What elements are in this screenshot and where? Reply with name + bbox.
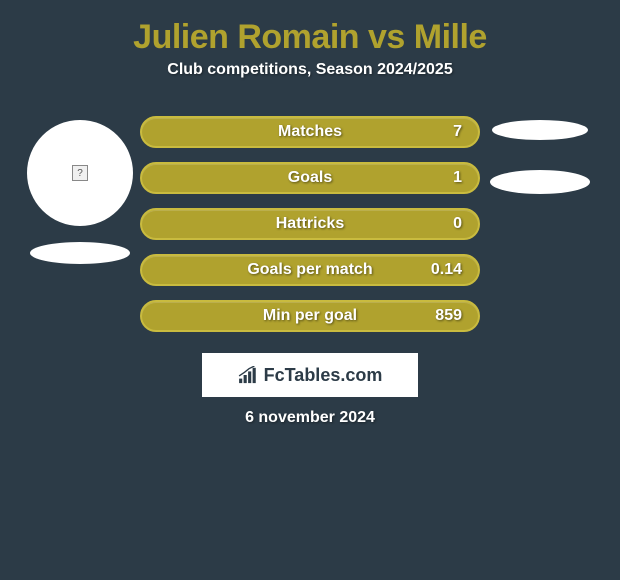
bar-chart-icon [238,366,260,384]
date: 6 november 2024 [0,409,620,427]
logo: FcTables.com [238,365,383,386]
stat-value: 0.14 [431,261,462,279]
player-left-name: Julien Romain [133,18,359,56]
vs-text: vs [359,18,414,56]
stat-value: 7 [453,123,462,141]
stat-label: Hattricks [276,215,344,233]
stat-row: ? Matches 7 [0,109,620,155]
stat-row: Goals 1 [0,155,620,201]
stat-row: Hattricks 0 [0,201,620,247]
avatar-placeholder-top [492,120,588,140]
stat-value: 859 [435,307,462,325]
stat-label: Goals per match [247,261,372,279]
stat-value: 0 [453,215,462,233]
stat-value: 1 [453,169,462,187]
stat-bar-goals: Goals 1 [140,162,480,194]
infographic-container: Julien Romain vs Mille Club competitions… [0,0,620,437]
stat-row: Goals per match 0.14 [0,247,620,293]
subtitle: Club competitions, Season 2024/2025 [0,61,620,79]
stat-bar-gpm: Goals per match 0.14 [140,254,480,286]
stat-row: Min per goal 859 [0,293,620,339]
page-title: Julien Romain vs Mille [0,18,620,57]
player-right-name: Mille [414,18,487,56]
stat-label: Goals [288,169,332,187]
stat-bar-mpg: Min per goal 859 [140,300,480,332]
stat-label: Min per goal [263,307,357,325]
stat-bar-hattricks: Hattricks 0 [140,208,480,240]
stat-label: Matches [278,123,342,141]
logo-text: FcTables.com [264,365,383,386]
stat-bar-matches: Matches 7 [140,116,480,148]
logo-box: FcTables.com [202,353,418,397]
